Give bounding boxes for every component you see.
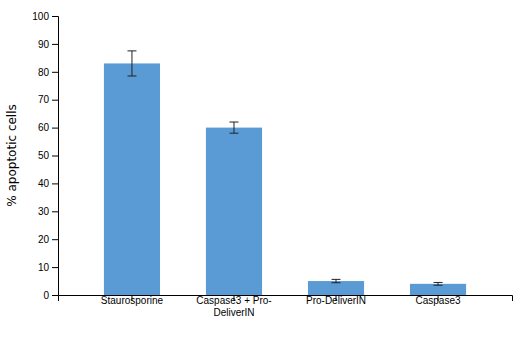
tick-label: Staurosporine <box>101 295 164 306</box>
marks <box>104 51 466 295</box>
tick-label-line: Pro-DeliverIN <box>306 295 366 306</box>
tick: 50 <box>38 150 58 161</box>
tick: 70 <box>38 94 58 105</box>
y-axis-title: % apoptotic cells <box>5 104 19 207</box>
tick: Pro-DeliverIN <box>306 295 366 306</box>
error-bar <box>127 51 136 76</box>
error-bar <box>229 122 238 133</box>
tick-mark <box>52 44 58 45</box>
tick-label: 80 <box>38 67 50 78</box>
x-axis: Staurosporine Caspase3 + Pro-DeliverIN Pro… <box>59 295 513 318</box>
tick: Caspase3 <box>416 295 461 306</box>
tick: Caspase3 + Pro-DeliverIN <box>196 295 271 318</box>
tick-label-line: Caspase3 + Pro- <box>196 295 271 306</box>
tick: 10 <box>38 262 58 273</box>
error-cap <box>332 279 341 280</box>
tick-label: 40 <box>38 178 50 189</box>
tick-label-line: Staurosporine <box>101 295 164 306</box>
tick-mark <box>52 295 58 296</box>
tick-label: 30 <box>38 206 50 217</box>
chart: Staurosporine Caspase3 + Pro-DeliverIN Pro… <box>0 0 528 347</box>
tick-label: Pro-DeliverIN <box>306 295 366 306</box>
error-stem <box>336 279 337 282</box>
tick-label-line: Caspase3 <box>416 295 461 306</box>
error-stem <box>233 122 234 133</box>
error-cap <box>229 133 238 134</box>
bar <box>410 284 466 295</box>
bar <box>206 128 262 295</box>
error-cap <box>434 285 443 286</box>
axis-line <box>52 17 59 296</box>
tick-label-line: DeliverIN <box>213 307 254 318</box>
tick-mark <box>52 239 58 240</box>
tick-label: 100 <box>32 11 49 22</box>
tick-label: 0 <box>43 290 49 301</box>
bar <box>104 63 160 295</box>
tick: 20 <box>38 234 58 245</box>
tick: 90 <box>38 39 58 50</box>
error-cap <box>332 282 341 283</box>
tick-label: 70 <box>38 94 50 105</box>
tick-label: Caspase3 + Pro-DeliverIN <box>196 295 271 318</box>
error-cap <box>127 50 136 51</box>
tick-mark <box>52 211 58 212</box>
tick-mark <box>52 100 58 101</box>
error-stem <box>131 51 132 76</box>
tick-label: 50 <box>38 150 50 161</box>
tick-label: 90 <box>38 39 50 50</box>
tick-label: 60 <box>38 122 50 133</box>
error-cap <box>127 75 136 76</box>
tick-mark <box>52 128 58 129</box>
tick-mark <box>52 267 58 268</box>
error-cap <box>229 122 238 123</box>
tick-mark <box>52 156 58 157</box>
error-bar <box>434 282 443 285</box>
tick-label: 20 <box>38 234 50 245</box>
error-bar <box>332 279 341 282</box>
tick: 100 <box>32 11 58 22</box>
tick: Staurosporine <box>101 295 164 306</box>
error-cap <box>434 282 443 283</box>
plot: Staurosporine Caspase3 + Pro-DeliverIN Pro… <box>32 11 512 318</box>
tick: 60 <box>38 122 58 133</box>
tick: 40 <box>38 178 58 189</box>
tick-mark <box>52 72 58 73</box>
tick-mark <box>52 183 58 184</box>
tick: 30 <box>38 206 58 217</box>
tick-label: Caspase3 <box>416 295 461 306</box>
bar <box>308 281 364 295</box>
tick: 0 <box>43 290 58 301</box>
tick-label: 10 <box>38 262 50 273</box>
y-axis: 0 10 20 30 40 50 60 70 80 90 100 <box>32 11 58 301</box>
tick-mark <box>52 16 58 17</box>
tick: 80 <box>38 67 58 78</box>
